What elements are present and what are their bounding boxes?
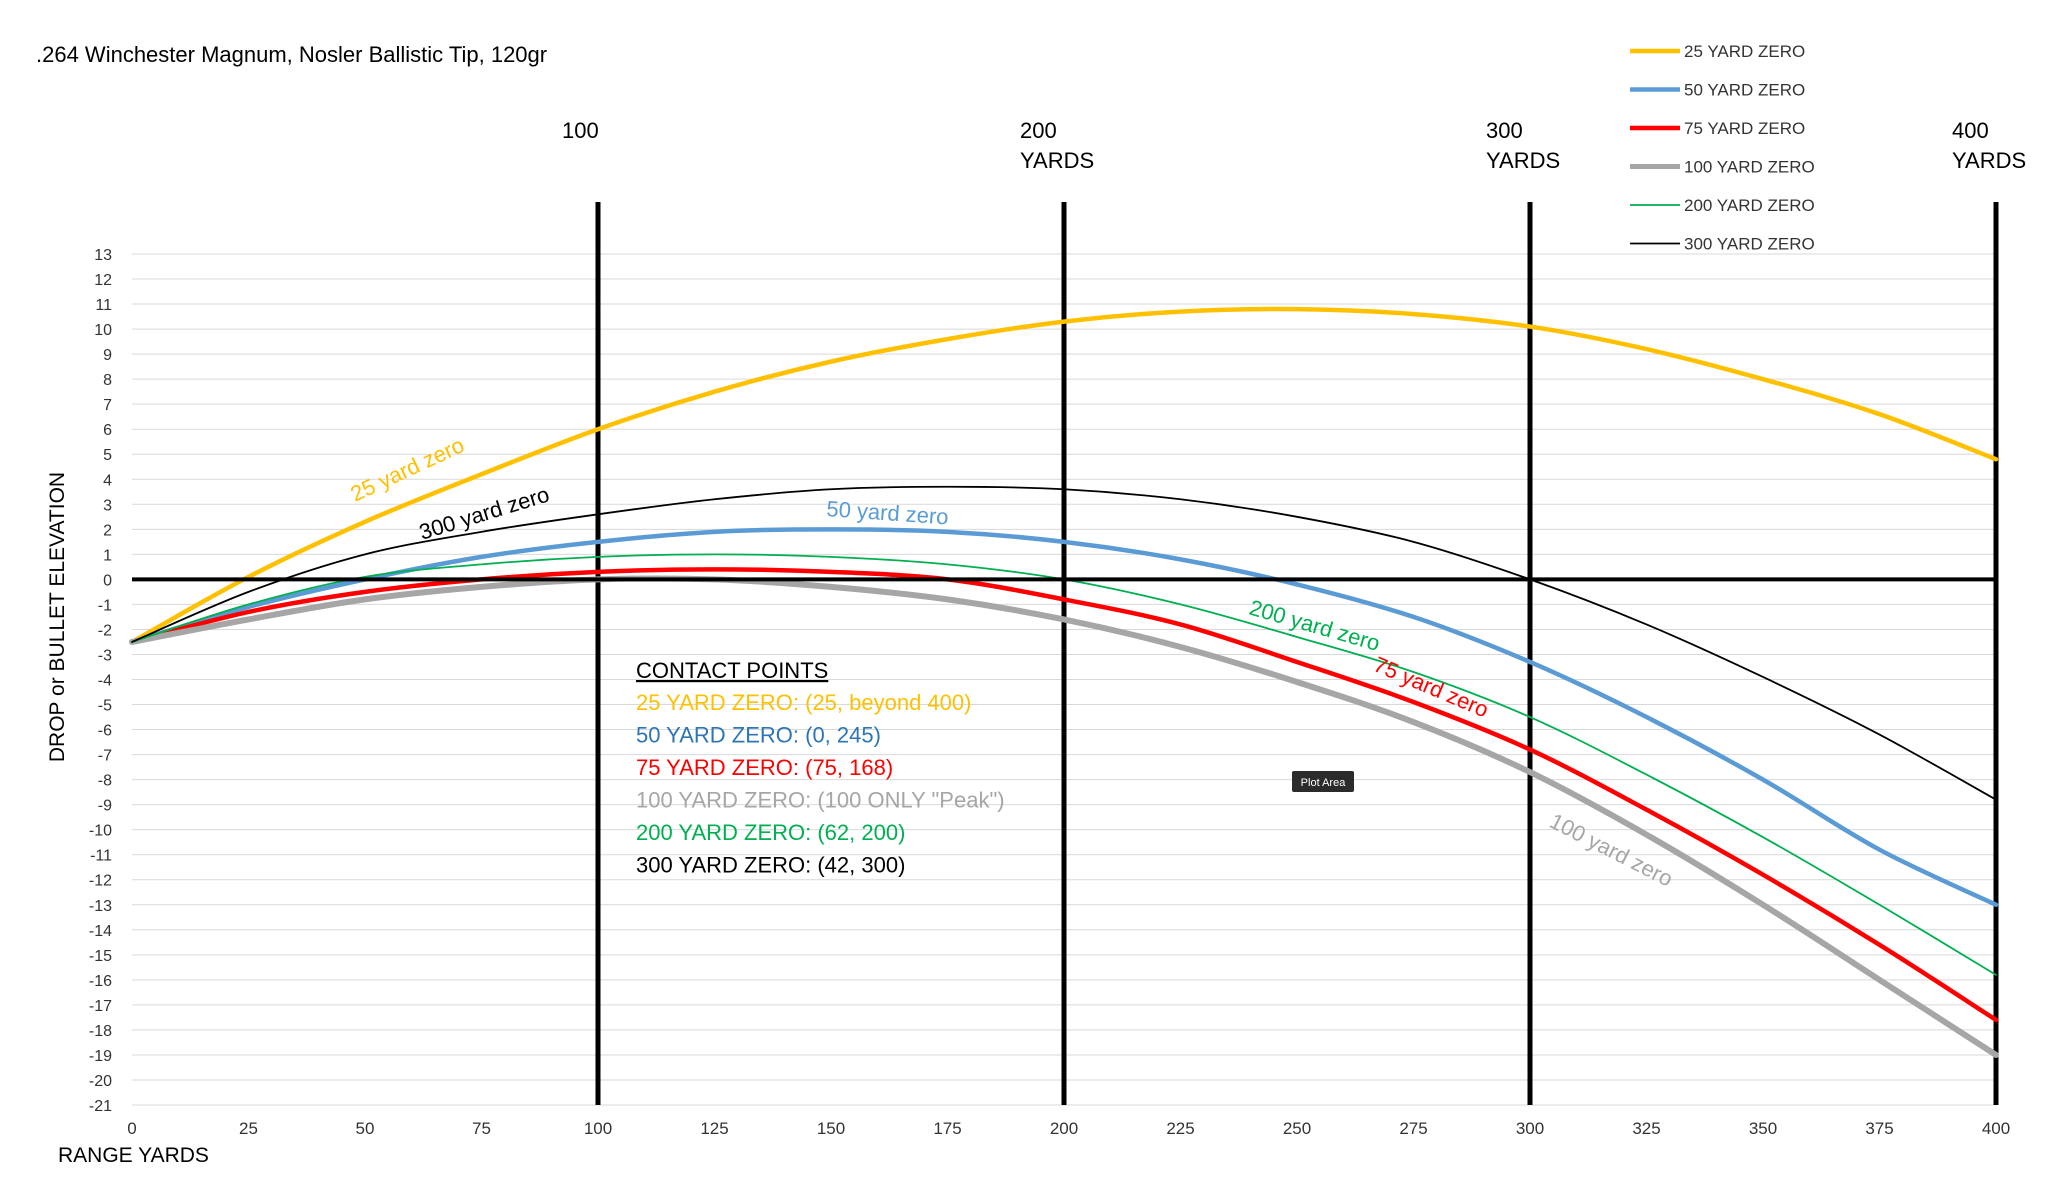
y-tick-label: 8: [103, 372, 112, 389]
vertical-markers: 100 200 YARDS 300 YARDS 400 YARDS: [562, 118, 2026, 1105]
legend: 25 YARD ZERO 50 YARD ZERO 75 YARD ZERO 100 …: [1630, 42, 1815, 254]
y-tick-label: 9: [103, 347, 112, 364]
y-tick-label: -9: [98, 798, 112, 815]
series-lines: [129, 306, 1999, 1058]
x-tick-label: 250: [1283, 1119, 1311, 1138]
contact-point-line: 75 YARD ZERO: (75, 168): [636, 755, 893, 780]
range-marker-label: 400: [1952, 118, 1989, 143]
contact-point-line: 25 YARD ZERO: (25, beyond 400): [636, 690, 971, 715]
series-line: [131, 553, 1997, 976]
y-tick-label: -19: [89, 1048, 112, 1065]
range-marker-label: 300: [1486, 118, 1523, 143]
tooltip-box: [1292, 771, 1354, 792]
y-tick-label: -21: [89, 1098, 112, 1115]
x-tick-label: 175: [933, 1119, 961, 1138]
chart-title: .264 Winchester Magnum, Nosler Ballistic…: [36, 42, 547, 67]
y-tick-label: 0: [103, 572, 112, 589]
y-tick-label: -3: [98, 647, 112, 664]
y-tick-label: -2: [98, 622, 112, 639]
y-tick-label: -8: [98, 773, 112, 790]
y-tick-label: -17: [89, 998, 112, 1015]
tooltip-text: Plot Area: [1301, 777, 1347, 789]
series-line: [129, 527, 1999, 908]
plot-area-tooltip: Plot Area: [1292, 771, 1354, 792]
x-tick-label: 125: [700, 1119, 728, 1138]
legend-label: 50 YARD ZERO: [1684, 81, 1805, 100]
range-marker-label: 100: [562, 118, 599, 143]
contact-points-box: CONTACT POINTS 25 YARD ZERO: (25, beyond …: [636, 658, 1005, 878]
x-tick-label: 100: [584, 1119, 612, 1138]
y-tick-label: 6: [103, 422, 112, 439]
x-tick-label: 200: [1050, 1119, 1078, 1138]
legend-label: 100 YARD ZERO: [1684, 158, 1815, 177]
contact-point-line: 200 YARD ZERO: (62, 200): [636, 820, 905, 845]
y-tick-label: -20: [89, 1073, 112, 1090]
legend-label: 75 YARD ZERO: [1684, 119, 1805, 138]
x-tick-label: 400: [1982, 1119, 2010, 1138]
x-tick-label: 300: [1516, 1119, 1544, 1138]
y-tick-label: 12: [94, 272, 112, 289]
y-tick-label: -4: [98, 673, 112, 690]
y-tick-label: 4: [103, 472, 112, 489]
y-tick-label: -5: [98, 698, 112, 715]
series-line: [129, 567, 1999, 1023]
x-tick-label: 325: [1632, 1119, 1660, 1138]
axis-ticks: 131211109876543210-1-2-3-4-5-6-7-8-9-10-…: [89, 247, 2010, 1138]
range-marker-label-unit: YARDS: [1952, 148, 2026, 173]
x-tick-label: 0: [127, 1119, 136, 1138]
range-marker-label-unit: YARDS: [1020, 148, 1094, 173]
legend-label: 25 YARD ZERO: [1684, 42, 1805, 61]
contact-point-line: 100 YARD ZERO: (100 ONLY "Peak"): [636, 788, 1005, 813]
x-tick-label: 350: [1749, 1119, 1777, 1138]
contact-points-heading: CONTACT POINTS: [636, 658, 828, 683]
range-marker-label-unit: YARDS: [1486, 148, 1560, 173]
x-tick-label: 225: [1166, 1119, 1194, 1138]
y-tick-label: 10: [94, 322, 112, 339]
contact-point-line: 50 YARD ZERO: (0, 245): [636, 723, 881, 748]
y-tick-label: -14: [89, 923, 112, 940]
series-line: [129, 306, 1999, 645]
y-tick-label: 1: [103, 547, 112, 564]
y-tick-label: -15: [89, 948, 112, 965]
x-tick-label: 150: [817, 1119, 845, 1138]
series-line: [129, 575, 1999, 1058]
legend-label: 200 YARD ZERO: [1684, 196, 1815, 215]
y-tick-label: -7: [98, 748, 112, 765]
y-tick-label: -18: [89, 1023, 112, 1040]
y-tick-label: 13: [94, 247, 112, 264]
y-tick-label: 5: [103, 447, 112, 464]
x-axis-label: RANGE YARDS: [58, 1144, 209, 1167]
x-tick-label: 50: [356, 1119, 375, 1138]
legend-label: 300 YARD ZERO: [1684, 235, 1815, 254]
y-tick-label: -12: [89, 873, 112, 890]
y-tick-label: -13: [89, 898, 112, 915]
x-tick-label: 75: [472, 1119, 491, 1138]
y-tick-label: 7: [103, 397, 112, 414]
y-tick-label: 2: [103, 522, 112, 539]
y-tick-label: -11: [90, 848, 112, 865]
x-tick-label: 275: [1399, 1119, 1427, 1138]
y-axis-label: DROP or BULLET ELEVATION: [46, 472, 69, 762]
x-tick-label: 375: [1865, 1119, 1893, 1138]
y-tick-label: -1: [98, 597, 112, 614]
y-tick-label: -6: [98, 723, 112, 740]
y-tick-label: -16: [89, 973, 112, 990]
y-tick-label: 3: [103, 497, 112, 514]
y-tick-label: -10: [89, 823, 112, 840]
x-tick-label: 25: [239, 1119, 258, 1138]
contact-point-line: 300 YARD ZERO: (42, 300): [636, 853, 905, 878]
range-marker-label: 200: [1020, 118, 1057, 143]
y-tick-label: 11: [95, 297, 112, 314]
series-line: [131, 485, 1997, 801]
